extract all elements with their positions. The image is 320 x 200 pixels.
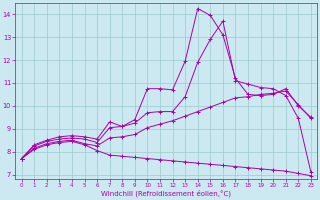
X-axis label: Windchill (Refroidissement éolien,°C): Windchill (Refroidissement éolien,°C): [101, 190, 231, 197]
